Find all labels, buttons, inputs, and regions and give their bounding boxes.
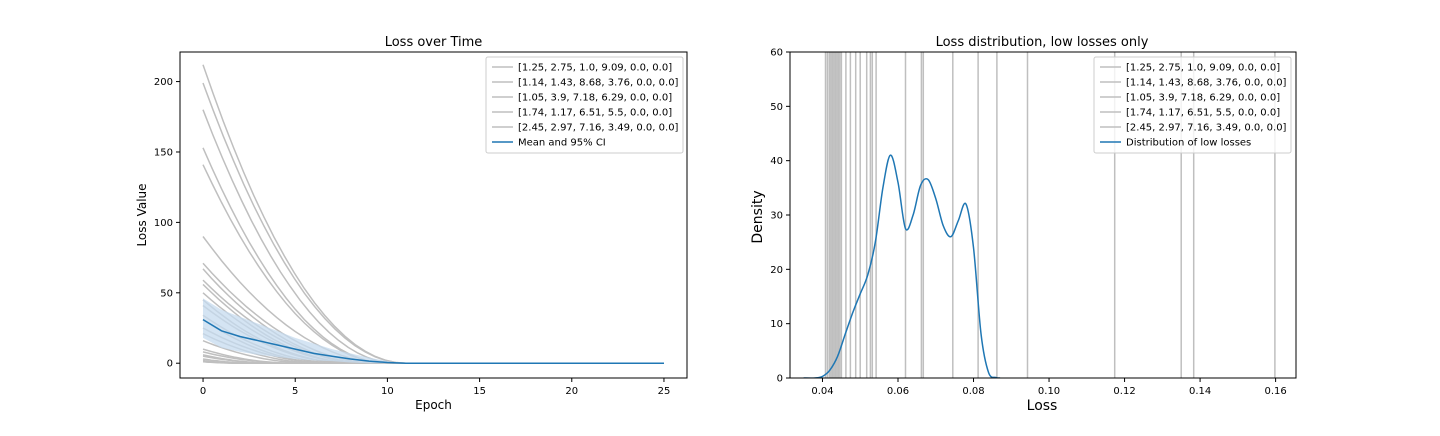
legend-entry: [1.14, 1.43, 8.68, 3.76, 0.0, 0.0]: [518, 78, 679, 89]
x-axis-label: Loss: [1027, 398, 1058, 414]
legend-entry: [1.14, 1.43, 8.68, 3.76, 0.0, 0.0]: [1126, 78, 1287, 89]
x-axis: 0.04 0.06 0.08 0.10 0.12 0.14 0.16: [811, 378, 1287, 397]
y-tick-label: 50: [770, 102, 783, 113]
mean-line: [202, 318, 664, 364]
y-tick-label: 60: [770, 48, 783, 59]
y-tick-label: 200: [154, 77, 173, 88]
x-axis-label: Epoch: [415, 398, 452, 412]
x-tick-label: 0.06: [887, 386, 909, 397]
y-axis-label: Loss Value: [135, 183, 149, 246]
legend: [1.25, 2.75, 1.0, 9.09, 0.0, 0.0] [1.14, …: [485, 56, 684, 154]
legend-entry: [1.05, 3.9, 7.18, 6.29, 0.0, 0.0]: [1126, 93, 1280, 104]
legend-entry: [2.45, 2.97, 7.16, 3.49, 0.0, 0.0]: [1126, 123, 1287, 134]
legend-entry: [1.05, 3.9, 7.18, 6.29, 0.0, 0.0]: [518, 93, 672, 104]
legend-entry: [1.25, 2.75, 1.0, 9.09, 0.0, 0.0]: [1126, 63, 1280, 74]
loss-over-time-chart: Loss over Time 0 5 10 15 20 25 0 50 100 150 200 E…: [135, 35, 688, 412]
y-axis: 0 10 20 30 40 50 60: [770, 48, 790, 385]
run-line: [202, 82, 664, 364]
x-axis: 0 5 10 15 20 25: [200, 378, 670, 397]
loss-distribution-chart: Loss distribution, low losses only 0.04 0…: [750, 35, 1297, 414]
legend: [1.25, 2.75, 1.0, 9.09, 0.0, 0.0] [1.14, …: [1093, 56, 1292, 154]
y-tick-label: 20: [770, 265, 783, 276]
legend-entry: [1.74, 1.17, 6.51, 5.5, 0.0, 0.0]: [518, 108, 672, 119]
legend-entry: [1.25, 2.75, 1.0, 9.09, 0.0, 0.0]: [518, 63, 672, 74]
y-tick-label: 150: [154, 147, 173, 158]
x-tick-label: 0.14: [1189, 386, 1211, 397]
y-tick-label: 0: [167, 359, 173, 370]
y-tick-label: 40: [770, 156, 783, 167]
x-tick-label: 0.08: [962, 386, 984, 397]
chart-title: Loss distribution, low losses only: [936, 35, 1149, 50]
y-tick-label: 30: [770, 211, 783, 222]
axes-frame: [179, 51, 688, 379]
legend-entry: [2.45, 2.97, 7.16, 3.49, 0.0, 0.0]: [518, 123, 679, 134]
x-tick-label: 0: [200, 386, 206, 397]
y-tick-label: 0: [777, 374, 783, 385]
legend-entry: Mean and 95% CI: [518, 138, 606, 149]
x-tick-label: 10: [381, 386, 394, 397]
x-tick-label: 25: [658, 386, 671, 397]
legend-entry: Distribution of low losses: [1126, 138, 1251, 149]
y-tick-label: 10: [770, 319, 783, 330]
legend-frame: [485, 56, 684, 154]
legend-frame: [1093, 56, 1292, 154]
run-line: [202, 361, 664, 364]
y-tick-label: 100: [154, 218, 173, 229]
x-tick-label: 0.16: [1264, 386, 1286, 397]
x-tick-label: 0.04: [811, 386, 833, 397]
legend-entry: [1.74, 1.17, 6.51, 5.5, 0.0, 0.0]: [1126, 108, 1280, 119]
y-tick-label: 50: [160, 288, 173, 299]
plot-area: [202, 64, 664, 364]
x-tick-label: 0.10: [1038, 386, 1060, 397]
x-tick-label: 15: [473, 386, 486, 397]
x-tick-label: 20: [565, 386, 578, 397]
x-tick-label: 5: [292, 386, 298, 397]
chart-title: Loss over Time: [385, 35, 483, 50]
x-tick-label: 0.12: [1113, 386, 1135, 397]
ci-band: [203, 298, 664, 364]
y-axis: 0 50 100 150 200: [154, 77, 180, 370]
y-axis-label: Density: [750, 190, 766, 243]
density-curve: [803, 154, 1001, 378]
